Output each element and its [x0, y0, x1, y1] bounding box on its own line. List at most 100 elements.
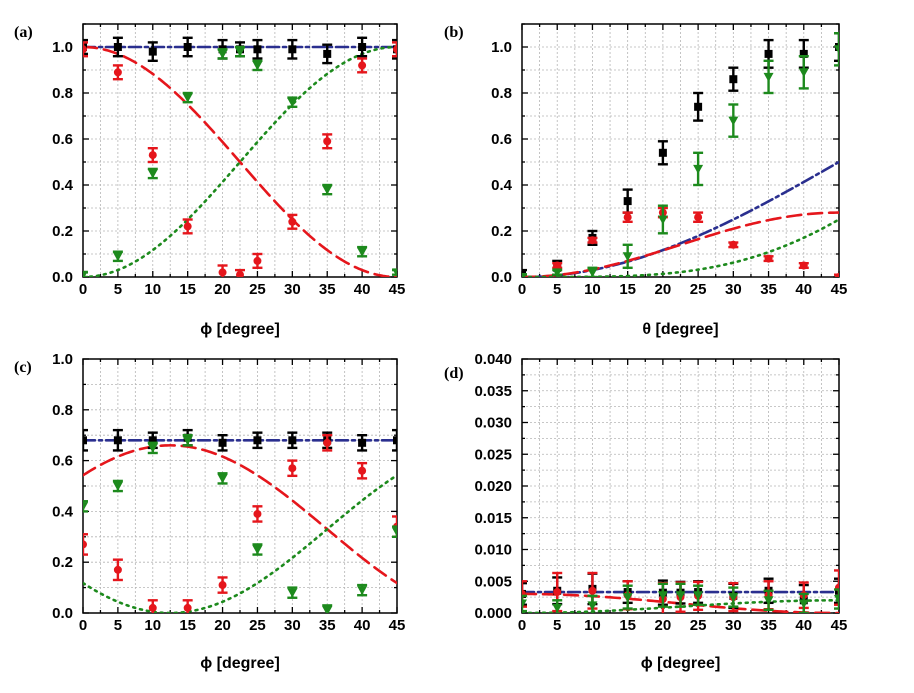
error-bar — [522, 580, 527, 608]
x-tick-label: 0 — [518, 617, 526, 634]
error-bar — [83, 38, 88, 56]
y-tick-label: 0.6 — [491, 131, 512, 148]
y-tick-label: 0.0 — [52, 605, 73, 622]
data-point — [83, 45, 87, 54]
error-bar — [522, 594, 527, 613]
data-point — [148, 436, 157, 445]
data-point — [552, 603, 563, 613]
x-tick-label: 10 — [144, 281, 161, 298]
data-point — [552, 268, 563, 277]
data-point — [287, 98, 298, 108]
x-tick-label: 0 — [79, 617, 87, 634]
y-tick-label: 0.000 — [474, 605, 512, 622]
fit-curve-1d8a1d — [522, 218, 839, 277]
error-bar — [392, 41, 397, 58]
y-tick-label: 0.0 — [491, 269, 512, 286]
x-tick-label: 20 — [655, 281, 672, 298]
data-point — [323, 49, 332, 58]
data-point — [694, 102, 703, 111]
series-points — [83, 45, 397, 277]
panel-b: 0 5 10 15 20 25 30 35 40 45 0.0 0.2 0.4 0.6 0.8 1.0 θ [d… — [444, 23, 848, 338]
y-tick-label: 0.8 — [52, 402, 73, 419]
data-point — [658, 148, 667, 157]
x-tick-label: 20 — [214, 281, 231, 298]
y-tick-label: 0.2 — [52, 223, 73, 240]
series-points — [83, 434, 397, 613]
data-point — [148, 47, 157, 56]
data-point — [253, 509, 262, 518]
data-point — [764, 49, 773, 58]
data-point — [183, 222, 192, 231]
data-point — [288, 217, 297, 226]
y-tick-label: 0.015 — [474, 510, 512, 527]
data-point — [693, 164, 704, 174]
error-bar — [83, 41, 88, 58]
panel-a: 0 5 10 15 20 25 30 35 40 45 0.0 0.2 0.4 0.6 0.8 1.0 ϕ [d… — [14, 23, 405, 338]
data-point — [322, 606, 333, 613]
x-tick-label: 45 — [831, 281, 848, 298]
y-tick-label: 0.020 — [474, 478, 512, 495]
error-bar — [522, 268, 527, 277]
data-point — [253, 256, 262, 265]
y-tick-label: 0.025 — [474, 446, 512, 463]
data-point — [113, 43, 122, 51]
data-point — [393, 436, 397, 445]
data-point — [622, 252, 633, 262]
data-point — [358, 438, 367, 447]
data-point — [253, 45, 262, 54]
grid — [82, 23, 398, 278]
data-point — [392, 527, 397, 537]
plot-area — [522, 32, 839, 277]
x-tick-label: 5 — [553, 281, 561, 298]
x-tick-label: 15 — [179, 617, 196, 634]
data-point — [799, 49, 808, 58]
x-tick-label: 5 — [114, 617, 122, 634]
x-axis-label: θ [degree] — [642, 321, 718, 338]
data-point — [694, 213, 703, 222]
y-tick-label: 1.0 — [52, 351, 73, 368]
data-point — [323, 137, 332, 146]
x-tick-label: 20 — [655, 617, 672, 634]
plot-area — [83, 428, 397, 613]
x-axis-label: ϕ [degree] — [200, 655, 280, 672]
y-tick-label: 0.6 — [52, 453, 73, 470]
fit-curve-1d8a1d — [83, 474, 397, 613]
x-tick-label: 5 — [553, 617, 561, 634]
x-tick-label: 10 — [144, 617, 161, 634]
y-tick-label: 0.010 — [474, 542, 512, 559]
x-tick-label: 30 — [725, 617, 742, 634]
data-point — [218, 268, 227, 277]
data-point — [835, 273, 839, 277]
data-point — [217, 474, 228, 484]
data-point — [834, 45, 839, 55]
fit-curve-e5161c — [83, 444, 397, 585]
grid — [521, 23, 840, 278]
x-tick-label: 40 — [795, 281, 812, 298]
data-point — [183, 43, 192, 51]
y-tick-label: 0.035 — [474, 383, 512, 400]
error-bar — [834, 577, 839, 605]
data-point — [357, 586, 368, 596]
panel-label: (d) — [444, 365, 464, 382]
data-point — [693, 591, 704, 601]
grid — [82, 358, 398, 614]
plot-area — [83, 36, 397, 277]
x-tick-label: 35 — [319, 617, 336, 634]
x-tick-label: 0 — [79, 281, 87, 298]
data-point — [288, 436, 297, 445]
data-point — [657, 215, 668, 225]
x-axis-label: ϕ [degree] — [641, 655, 721, 672]
data-point — [236, 270, 244, 277]
data-point — [358, 61, 367, 70]
series-points — [522, 582, 839, 613]
error-bar — [83, 428, 88, 452]
x-tick-label: 40 — [354, 617, 371, 634]
error-bar — [834, 32, 839, 67]
data-point — [218, 581, 227, 590]
error-bar — [83, 500, 88, 513]
y-tick-label: 0.4 — [491, 177, 513, 194]
series-points — [83, 428, 397, 452]
data-point — [588, 586, 597, 595]
data-point — [235, 47, 245, 57]
